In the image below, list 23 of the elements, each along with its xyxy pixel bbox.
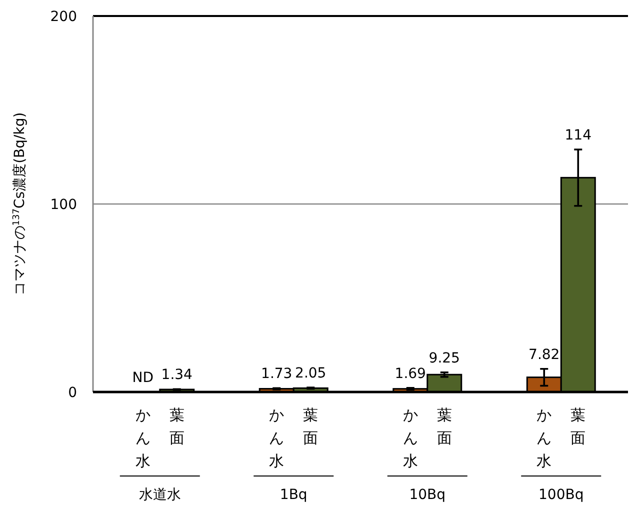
data-label: 1.34 — [161, 367, 193, 384]
data-label: 114 — [564, 127, 592, 144]
y-tick-label: 100 — [50, 197, 77, 213]
data-label: 1.73 — [261, 366, 292, 382]
text: 葉面 — [570, 406, 586, 447]
text: ND — [132, 370, 154, 386]
x-tick-label: 水道水 — [138, 487, 181, 503]
text: 葉面 — [303, 406, 318, 447]
text: かん水 — [536, 406, 552, 470]
series-label: 葉面 — [169, 406, 184, 447]
y-tick-label: 200 — [50, 9, 77, 25]
data-label: 2.05 — [295, 366, 326, 382]
x-tick-label: 10Bq — [409, 487, 446, 503]
text: 葉面 — [436, 406, 452, 447]
data-label: 7.82 — [528, 346, 560, 363]
text: かん水 — [135, 406, 150, 470]
y-tick-label: 0 — [68, 385, 77, 401]
text: かん水 — [402, 406, 418, 470]
data-label: 9.25 — [428, 350, 460, 366]
x-tick-label: 100Bq — [538, 487, 584, 503]
data-label: 1.69 — [394, 366, 426, 382]
series-label: かん水 — [269, 406, 284, 470]
x-tick-label: 1Bq — [280, 487, 308, 503]
